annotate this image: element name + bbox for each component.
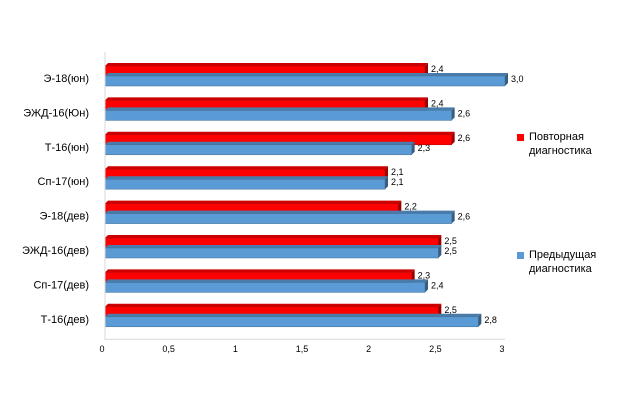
data-label: 2,5	[444, 305, 457, 315]
legend-label-previous-line2: диагностика	[529, 263, 592, 275]
bar-top-face	[105, 63, 428, 66]
bar-top-face	[105, 131, 455, 135]
category-label: Э-18(юн)	[44, 73, 89, 85]
data-label: 2,4	[431, 98, 444, 108]
x-tick-label: 2,5	[429, 344, 442, 354]
bar-end-face	[451, 210, 455, 224]
data-label: 2,8	[484, 315, 497, 325]
bar-top-face	[105, 269, 415, 273]
bar-end-face	[411, 141, 415, 155]
bar-top-face	[105, 73, 508, 76]
bar-end-face	[451, 107, 455, 121]
bar-top-face	[105, 245, 442, 248]
legend-swatch-repeat	[517, 134, 524, 141]
bar-top-face	[105, 166, 388, 170]
category-label: Т-16(дев)	[41, 314, 89, 326]
bar-end-face	[385, 176, 388, 190]
category-label: ЭЖД-16(Юн)	[23, 107, 89, 119]
data-label: 2,3	[418, 143, 431, 153]
category-label: Э-18(дев)	[39, 211, 89, 223]
data-label: 2,2	[404, 202, 417, 212]
data-label: 2,4	[431, 280, 444, 290]
x-tick-label: 0	[99, 344, 104, 354]
bar-previous	[104, 316, 479, 328]
bar-end-face	[438, 245, 442, 258]
bar-end-face	[505, 73, 508, 86]
data-labels: 2,52,82,32,42,52,52,22,62,12,12,62,32,42…	[391, 64, 524, 325]
bar-top-face	[105, 97, 428, 101]
bar-top-face	[105, 107, 455, 111]
data-label: 2,6	[458, 133, 471, 143]
bar-top-face	[105, 141, 415, 145]
category-label: Сп-17(юн)	[38, 176, 89, 188]
bar-previous	[104, 110, 452, 121]
x-tick-label: 0,5	[162, 344, 175, 354]
category-labels: Т-16(дев) Сп-17(дев) ЭЖД-16(дев) Э-18(дев) С…	[22, 73, 89, 326]
x-tick-label: 1	[233, 344, 238, 354]
bar-previous	[104, 75, 506, 87]
data-label: 2,4	[431, 64, 444, 74]
bar-top-face	[105, 200, 402, 204]
data-label: 2,3	[418, 270, 431, 280]
category-label: Сп-17(дев)	[33, 279, 89, 291]
legend-label-repeat: Повторная диагностика	[529, 130, 627, 158]
bar-end-face	[425, 63, 428, 76]
category-label: ЭЖД-16(дев)	[22, 245, 89, 257]
bar-top-face	[105, 235, 442, 238]
bar-top-face	[105, 210, 455, 214]
x-tick-label: 2	[366, 344, 371, 354]
data-label: 3,0	[511, 74, 524, 84]
bar-previous	[104, 178, 386, 190]
legend-label-previous: Предыдущая диагностика	[529, 248, 627, 276]
bar-previous	[104, 144, 412, 156]
bars	[104, 63, 508, 328]
bar-end-face	[385, 166, 388, 180]
bar-end-face	[478, 313, 482, 327]
bar-previous	[104, 247, 439, 259]
category-label: Т-16(юн)	[45, 142, 89, 154]
data-label: 2,1	[391, 177, 404, 187]
legend-swatch-previous	[517, 252, 524, 259]
x-tick-label: 3	[499, 344, 504, 354]
bar-top-face	[105, 176, 388, 180]
bar-end-face	[438, 235, 442, 248]
bar-end-face	[451, 131, 455, 145]
legend: Повторная диагностика Предыдущая диагнос…	[517, 130, 627, 280]
bar-previous	[104, 282, 426, 293]
data-label: 2,6	[458, 212, 471, 222]
x-tick-label: 1,5	[296, 344, 309, 354]
bar-previous	[104, 213, 452, 224]
legend-label-repeat-line2: диагностика	[529, 145, 592, 157]
bar-end-face	[425, 279, 428, 293]
x-axis: 0 0,5 1 1,5 2 2,5 3	[99, 52, 505, 354]
legend-label-previous-line1: Предыдущая	[529, 249, 597, 261]
bar-end-face	[411, 269, 415, 283]
bar-top-face	[105, 313, 482, 317]
bar-end-face	[398, 200, 402, 214]
bar-end-face	[438, 303, 442, 317]
data-label: 2,6	[458, 108, 471, 118]
data-label: 2,5	[444, 246, 457, 256]
bar-top-face	[105, 279, 428, 283]
bar-top-face	[105, 303, 442, 307]
legend-label-repeat-line1: Повторная	[529, 131, 584, 143]
data-label: 2,1	[391, 167, 404, 177]
bar-end-face	[425, 97, 428, 111]
data-label: 2,5	[444, 236, 457, 246]
